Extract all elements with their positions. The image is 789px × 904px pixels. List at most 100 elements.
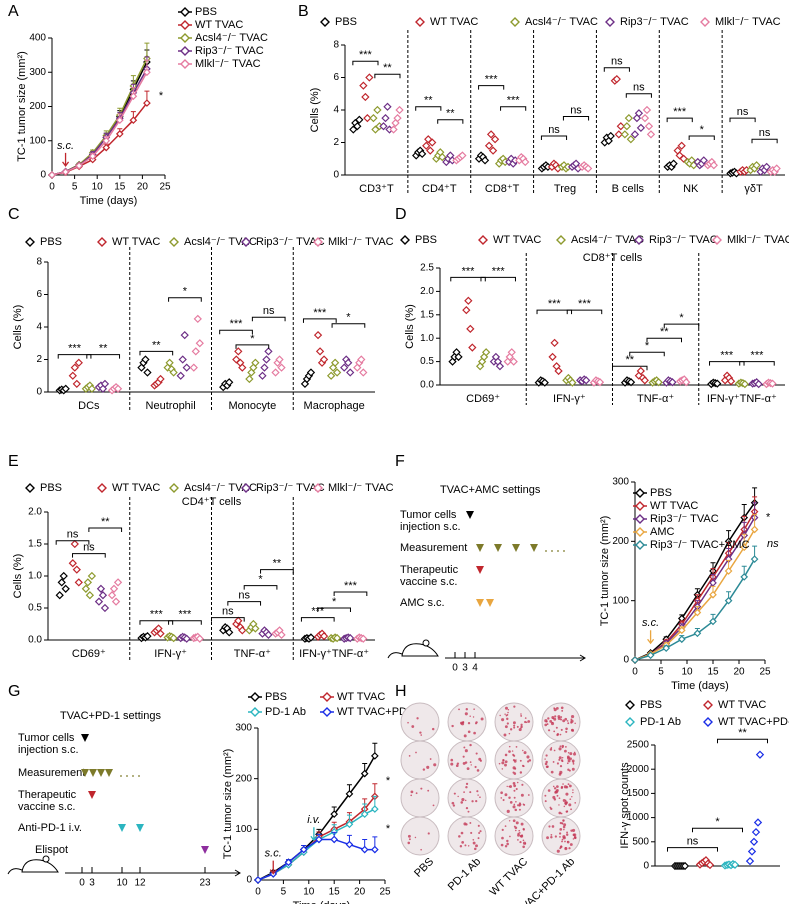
elispot-spot [479, 830, 482, 833]
elispot-spot [506, 842, 509, 846]
data-point [614, 130, 623, 139]
significance-bracket [478, 85, 505, 90]
data-point [346, 368, 355, 377]
data-point [87, 384, 97, 393]
data-point [762, 162, 771, 172]
elispot-spot [429, 758, 432, 760]
elispot-spot [502, 759, 505, 762]
data-point [620, 130, 630, 139]
data-point [462, 305, 471, 315]
y-tick-label: 400 [29, 33, 46, 44]
significance-label: * [258, 574, 263, 586]
elispot-spot [461, 841, 465, 844]
data-point [753, 818, 763, 827]
data-point [102, 143, 111, 152]
timeline-day: 0 [452, 663, 458, 674]
subtitle: CD8⁺T cells [583, 252, 643, 264]
data-point [245, 374, 254, 384]
elispot-spot [504, 760, 508, 764]
schematic-dot [545, 550, 547, 552]
data-point [345, 840, 354, 849]
data-point [98, 591, 108, 600]
elispot-spot [569, 752, 573, 756]
elispot-spot [432, 804, 435, 807]
elispot-spot [524, 842, 527, 845]
x-tick-label: 10 [681, 667, 693, 678]
data-point [357, 355, 366, 364]
legend-label: Mlkl⁻/⁻ TVAC [727, 234, 789, 246]
elispot-spot [518, 808, 521, 811]
significance-label: * [250, 333, 255, 345]
elispot-spot [513, 726, 516, 729]
legend-label: Acsl4⁻/⁻ TVAC [571, 234, 644, 246]
annotation: * [158, 90, 163, 102]
data-point [361, 92, 370, 102]
elispot-spot [509, 801, 513, 804]
elispot-spot [544, 800, 547, 803]
data-point [379, 122, 388, 131]
legend-marker [241, 237, 251, 247]
data-point [709, 590, 717, 599]
elispot-spot [458, 708, 460, 711]
elispot-spot [572, 791, 574, 794]
significance-bracket [139, 620, 174, 625]
data-point [360, 845, 369, 854]
significance-bracket [139, 350, 174, 356]
elispot-spot [513, 796, 516, 799]
elispot-spot [574, 837, 577, 840]
data-point [709, 579, 717, 587]
mouse-ear [42, 855, 50, 863]
elispot-spot [450, 758, 454, 762]
elispot-spot [550, 834, 553, 836]
data-point [752, 161, 761, 170]
y-tick-label: 0 [333, 170, 339, 181]
elispot-spot [465, 782, 469, 785]
timeline-day: 23 [199, 878, 211, 889]
data-point [693, 608, 702, 617]
annotation-arrow [62, 152, 70, 167]
data-point [264, 347, 273, 356]
significance-label: ns [238, 590, 250, 602]
elispot-spot [545, 765, 549, 769]
significance-label: *** [485, 74, 499, 86]
category-label: γδT [744, 183, 763, 195]
elispot-spot [513, 772, 517, 775]
elispot-spot [573, 751, 576, 754]
data-point [640, 113, 650, 123]
significance-bracket [540, 135, 568, 140]
y-tick-label: 500 [632, 836, 649, 847]
elispot-spot [504, 763, 507, 767]
data-point [195, 339, 204, 348]
data-point [693, 629, 702, 638]
annotation: * [765, 512, 770, 524]
annotation-arrow [310, 827, 318, 842]
elispot-spot [560, 728, 563, 731]
annotation: s.c. [57, 140, 74, 152]
elispot-spot [556, 849, 560, 853]
legend-marker [180, 20, 190, 30]
elispot-spot [460, 831, 464, 835]
data-point [271, 368, 280, 377]
y-axis-label: IFN-γ spot counts [619, 762, 631, 849]
elispot-spot [414, 836, 417, 839]
elispot-spot [569, 798, 572, 800]
data-point [251, 624, 260, 633]
significance-bracket [352, 60, 379, 66]
elispot-spot [499, 714, 501, 717]
elispot-spot [565, 730, 568, 733]
significance-label: * [183, 286, 188, 298]
data-point [540, 378, 549, 387]
elispot-spot [502, 799, 505, 802]
elispot-spot [506, 722, 509, 725]
data-point [346, 633, 355, 643]
elispot-spot [565, 785, 569, 789]
elispot-spot [565, 792, 569, 796]
elispot-spot [515, 788, 518, 791]
elispot-spot [465, 786, 468, 789]
data-point [100, 603, 110, 613]
elispot-spot [463, 734, 467, 738]
schematic-dot [551, 550, 553, 552]
elispot-spot [508, 745, 511, 748]
elispot-spot [500, 791, 503, 795]
data-point [68, 559, 77, 568]
